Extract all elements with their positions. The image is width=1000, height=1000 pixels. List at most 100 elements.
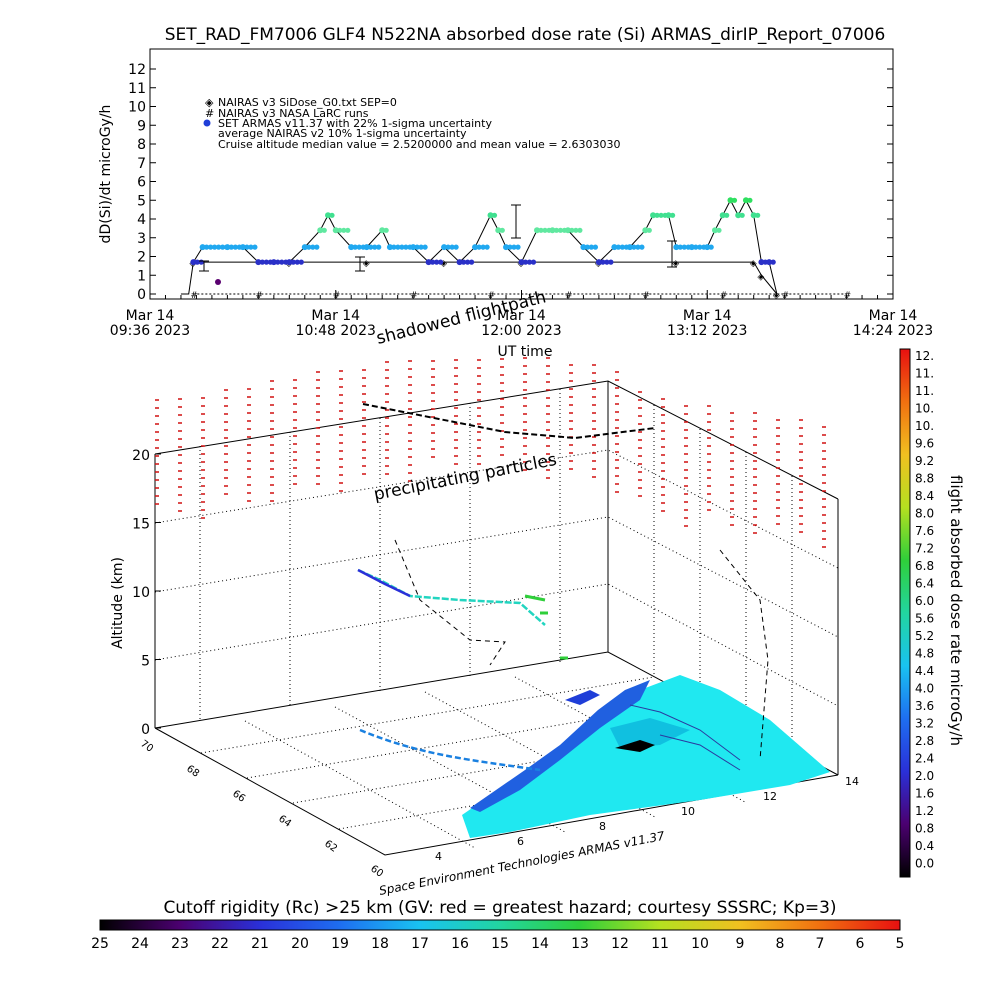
y-tick-label: 12	[128, 62, 146, 78]
y-tick-label: 3	[137, 231, 146, 247]
armas-point	[704, 244, 711, 251]
cutoff-tick-label: 21	[251, 936, 269, 952]
armas-point	[298, 259, 304, 265]
colorbar-tick-label: 4.8	[915, 647, 934, 661]
longitude-tick-label: 10	[681, 805, 695, 818]
armas-point	[480, 244, 486, 250]
armas-point	[711, 227, 718, 234]
cutoff-tick-label: 6	[856, 936, 865, 952]
x-tick-label-date: Mar 14	[126, 308, 175, 324]
nairas-point: ◈	[672, 259, 679, 269]
armas-point	[270, 259, 277, 266]
cutoff-rigidity-colorbar: Cutoff rigidity (Rc) >25 km (GV: red = g…	[91, 898, 904, 952]
top-projection-track	[362, 403, 656, 440]
cutoff-tick-label: 12	[611, 936, 629, 952]
armas-point	[337, 227, 343, 233]
larc-point: #	[255, 291, 263, 301]
armas-point	[403, 244, 409, 250]
armas-point	[216, 244, 222, 250]
latitude-tick-label: 68	[184, 763, 201, 779]
longitude-tick-label: 4	[435, 850, 442, 863]
latitude-ticks: 70 68 66 64 62 60	[138, 738, 385, 879]
latitude-tick-label: 64	[276, 813, 293, 829]
altitude-tick-label: 20	[132, 448, 150, 464]
armas-point	[750, 212, 757, 219]
altitude-axis-label: Altitude (km)	[110, 557, 126, 649]
colorbar-tick-label: 5.2	[915, 629, 934, 643]
error-bar	[355, 256, 365, 272]
armas-point	[697, 244, 703, 250]
armas-point	[422, 244, 428, 250]
armas-point	[456, 259, 463, 266]
y-tick-label: 8	[137, 137, 146, 153]
y-tick-label: 2	[137, 250, 146, 266]
colorbar-tick-label: 12.	[915, 349, 934, 363]
armas-point	[484, 244, 490, 250]
cutoff-tick-label: 20	[291, 936, 309, 952]
armas-point	[573, 227, 579, 233]
colorbar-tick-label: 1.2	[915, 804, 934, 818]
cutoff-tick-label: 19	[331, 936, 349, 952]
timeseries-x-label: UT time	[498, 344, 553, 360]
altitude-ticks: 0 5 10 15 20	[132, 448, 161, 738]
armas-point	[198, 259, 204, 265]
colorbar-tick-label: 6.0	[915, 594, 934, 608]
larc-point: #	[488, 291, 496, 301]
cutoff-tick-label: 25	[91, 936, 109, 952]
colorbar-tick-label: 8.8	[915, 472, 934, 486]
cutoff-tick-label: 16	[451, 936, 469, 952]
armas-point	[693, 244, 699, 250]
armas-point	[642, 227, 649, 234]
armas-point	[345, 227, 351, 233]
armas-point	[438, 259, 444, 265]
colorbar-tick-label: 4.4	[915, 664, 934, 678]
longitude-ticks: 4 6 8 10 12 14	[435, 775, 859, 863]
timeseries-y-label: dD(Si)/dt microGy/h	[98, 105, 114, 244]
armas-point	[681, 244, 687, 250]
armas-point	[626, 244, 633, 251]
altitude-tick-label: 10	[132, 585, 150, 601]
armas-point	[495, 227, 502, 234]
altitude-tick-label: 0	[141, 722, 150, 738]
colorbar-tick-label: 6.8	[915, 559, 934, 573]
error-bar	[511, 204, 521, 239]
colorbar-ticks: 12. 11. 11. 10. 10. 9.6 9.2 8.8 8.4 8.0 7.6 7.2 6.8 6…	[915, 349, 934, 871]
colorbar-tick-label: 3.2	[915, 717, 934, 731]
latitude-tick-label: 66	[230, 788, 247, 804]
longitude-tick-label: 8	[599, 820, 606, 833]
cutoff-tick-label: 11	[651, 936, 669, 952]
cutoff-tick-label: 9	[736, 936, 745, 952]
cutoff-tick-label: 23	[171, 936, 189, 952]
armas-point	[742, 197, 749, 204]
latitude-tick-label: 62	[322, 838, 339, 854]
armas-point	[503, 244, 510, 251]
armas-point	[294, 259, 300, 265]
colorbar-tick-label: 4.0	[915, 682, 934, 696]
colorbar-tick-label: 10.	[915, 402, 934, 416]
x-tick-label-time: 13:12 2023	[667, 323, 747, 339]
armas-point	[363, 244, 370, 251]
armas-point	[564, 227, 571, 234]
armas-point	[735, 212, 742, 219]
chart-title: SET_RAD_FM7006 GLF4 N522NA absorbed dose…	[165, 25, 886, 45]
colorbar-tick-label: 2.4	[915, 752, 934, 766]
colorbar-tick-label: 11.	[915, 367, 934, 381]
armas-point	[224, 244, 231, 251]
legend-symbol-diamond: ◈	[205, 96, 214, 109]
y-tick-label: 5	[137, 193, 146, 209]
armas-point	[259, 259, 265, 265]
armas-point	[386, 244, 393, 251]
armas-point	[248, 244, 254, 250]
x-tick-label-time: 10:48 2023	[296, 323, 376, 339]
larc-point: #	[190, 291, 198, 301]
y-tick-label: 0	[137, 287, 146, 303]
flightpath-3d-green-marks	[524, 594, 568, 660]
armas-point	[688, 244, 695, 251]
cutoff-tick-label: 5	[896, 936, 905, 952]
armas-point	[190, 259, 197, 266]
flightpath-3d-blue-segment	[357, 568, 411, 598]
precipitating-particles	[155, 357, 826, 548]
armas-point	[434, 259, 440, 265]
